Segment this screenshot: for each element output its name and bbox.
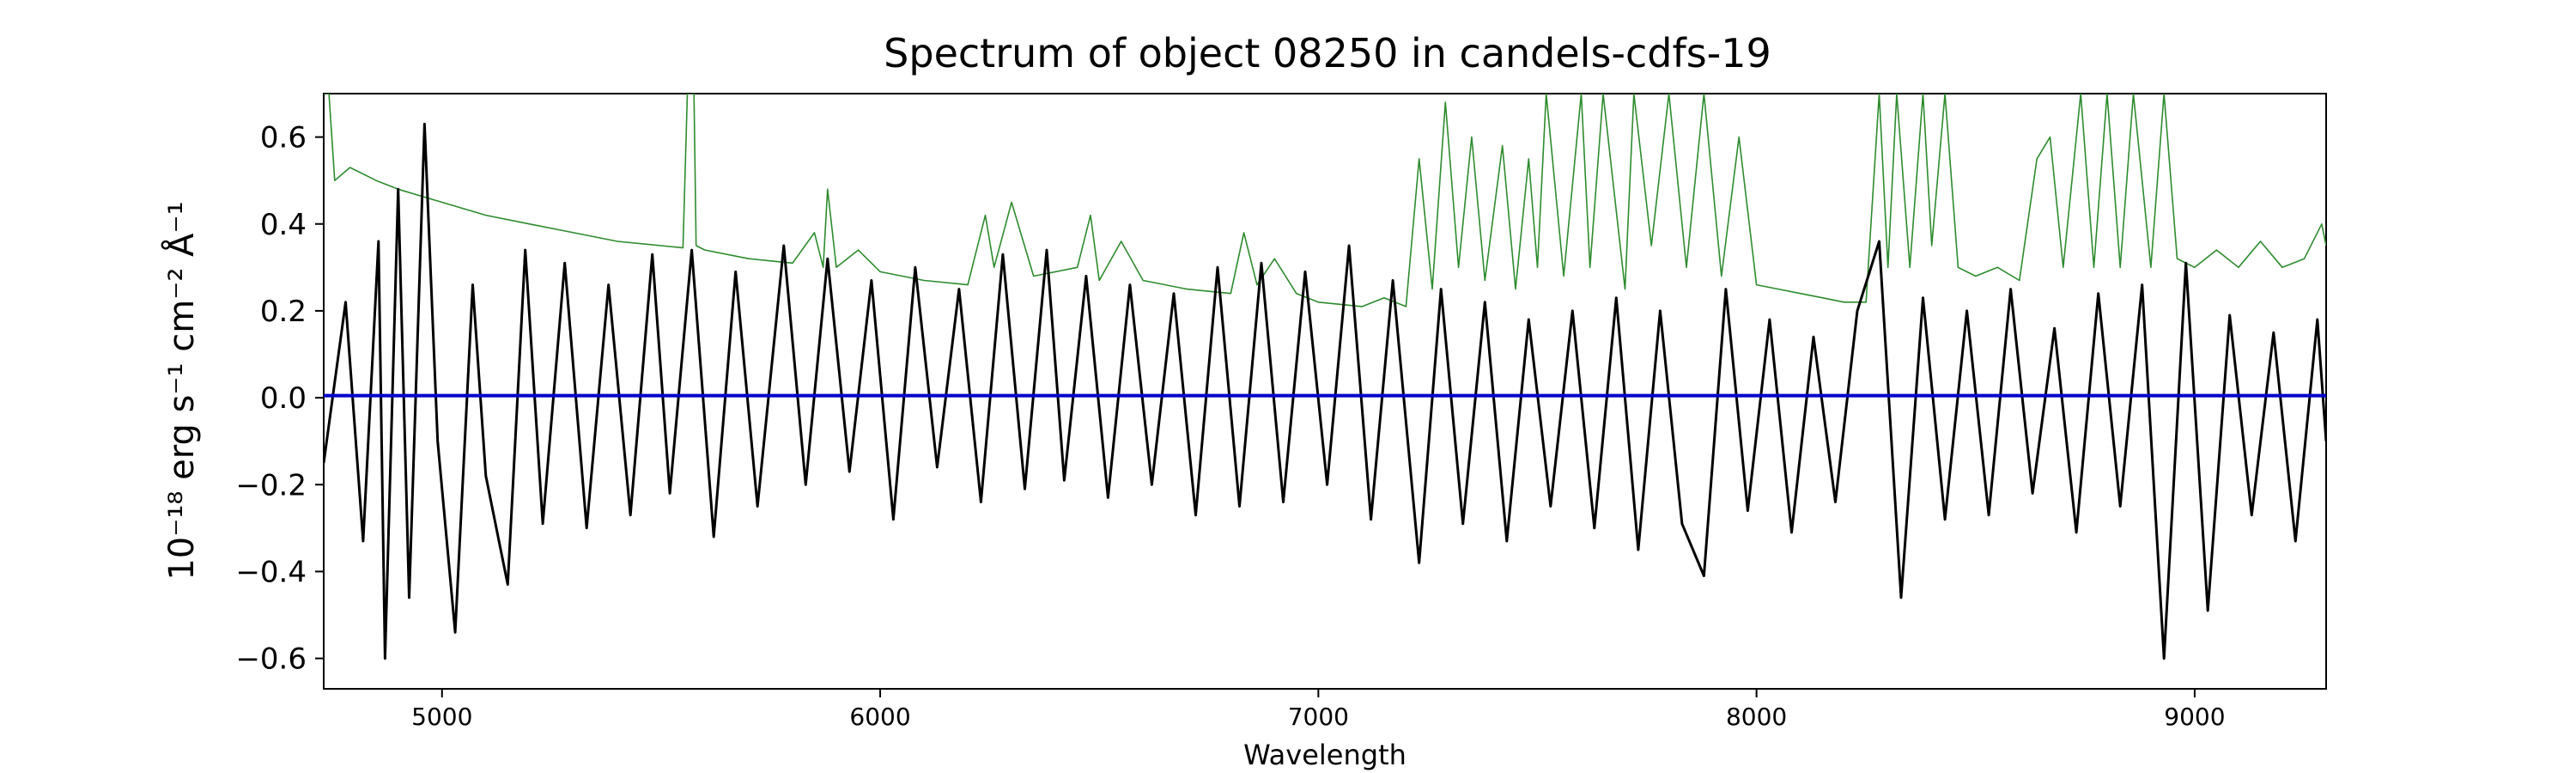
series-layer	[324, 94, 2326, 660]
x-tick-label: 5000	[411, 703, 472, 731]
error-series-line	[324, 94, 2326, 307]
y-tick-label: −0.6	[235, 642, 307, 677]
chart-title: Spectrum of object 08250 in candels-cdfs…	[884, 30, 1771, 76]
y-tick-label: 0.0	[260, 381, 307, 416]
plot-area	[323, 93, 2327, 690]
plot-frame	[323, 93, 2327, 690]
y-tick-label: 0.4	[260, 208, 307, 242]
x-tick-label: 7000	[1288, 703, 1349, 731]
x-axis: 5000 6000 7000 8000 9000	[411, 689, 2226, 731]
flux-series-line	[324, 122, 2326, 660]
x-tick-label: 6000	[849, 703, 910, 731]
y-tick-label: −0.4	[235, 555, 307, 589]
y-tick-label: −0.2	[235, 468, 307, 502]
x-axis-label: Wavelength	[1243, 739, 1406, 771]
y-tick-label: 0.6	[260, 121, 307, 155]
y-axis: −0.6 −0.4 −0.2 0.0 0.2 0.4 0.6	[235, 121, 324, 677]
y-tick-label: 0.2	[260, 295, 307, 329]
x-tick-label: 9000	[2164, 703, 2225, 731]
y-axis-label: 10⁻¹⁸ erg s⁻¹ cm⁻² Å⁻¹	[161, 201, 202, 580]
x-tick-label: 8000	[1726, 703, 1787, 731]
